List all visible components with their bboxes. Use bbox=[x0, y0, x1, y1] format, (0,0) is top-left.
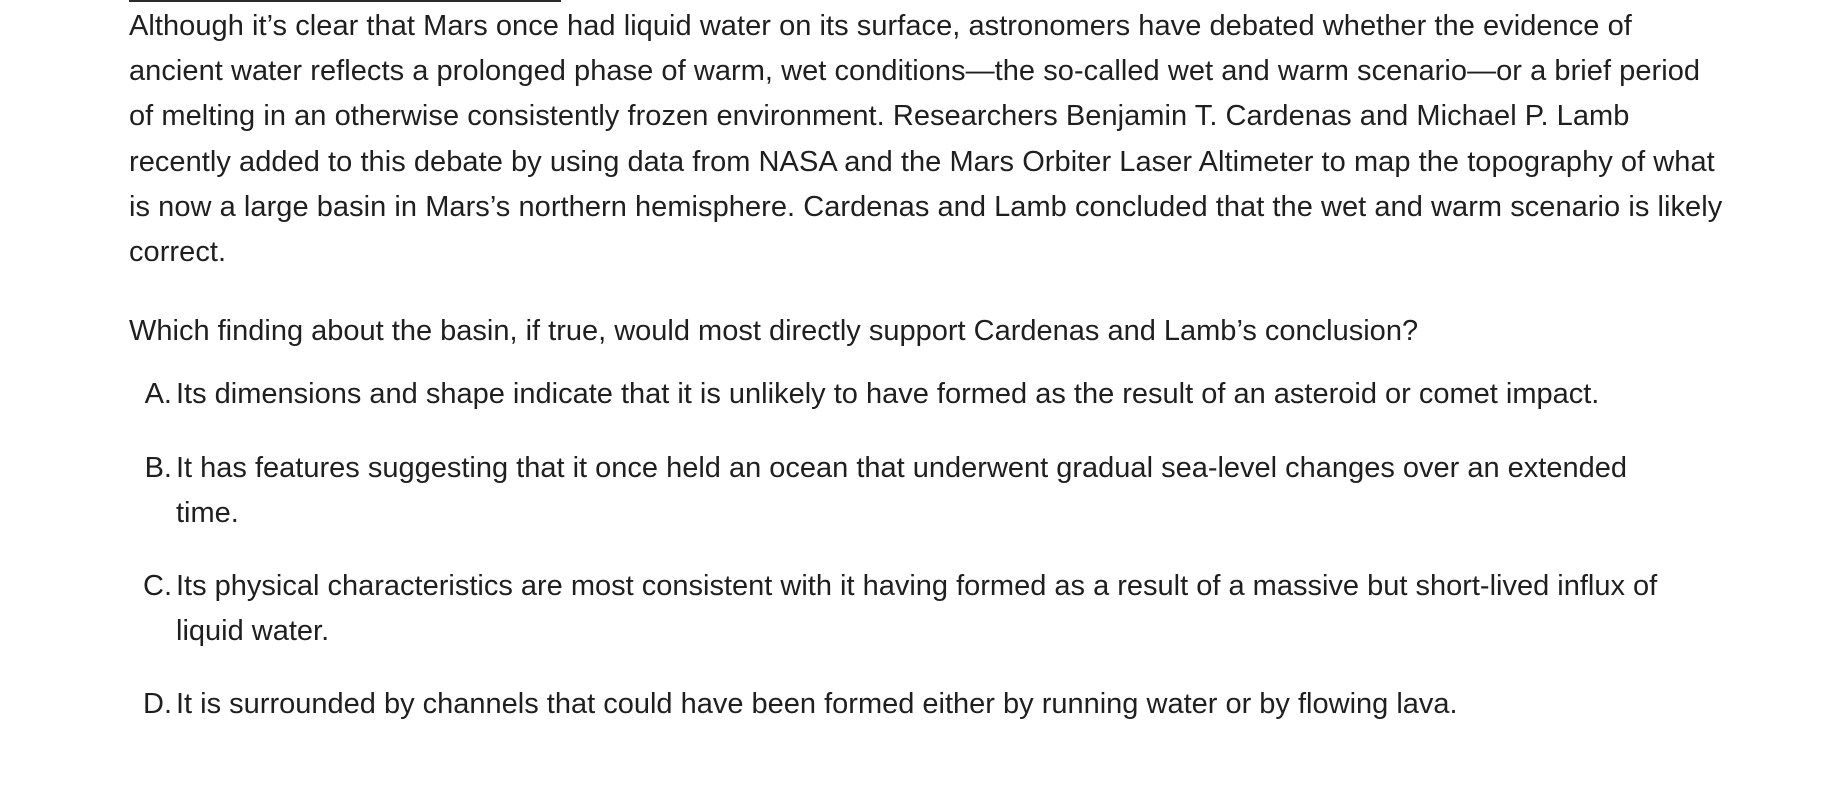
choice-letter: B. bbox=[144, 451, 172, 484]
choice-letter: A. bbox=[144, 378, 172, 411]
question-prompt: Which finding about the basin, if true, … bbox=[129, 315, 1419, 348]
choice-c[interactable]: C. Its physical characteristics are most… bbox=[129, 564, 1719, 654]
choice-text: Its dimensions and shape indicate that i… bbox=[176, 378, 1600, 411]
choice-b[interactable]: B. It has features suggesting that it on… bbox=[129, 446, 1719, 536]
passage-text: Although it’s clear that Mars once had l… bbox=[129, 10, 1723, 269]
choice-letter: D. bbox=[143, 688, 172, 721]
question-page: Although it’s clear that Mars once had l… bbox=[129, 0, 1729, 756]
choice-text: Its physical characteristics are most co… bbox=[176, 570, 1658, 648]
top-divider bbox=[129, 0, 561, 2]
choice-text: It is surrounded by channels that could … bbox=[176, 688, 1458, 721]
choice-letter: C. bbox=[143, 570, 172, 603]
choice-a[interactable]: A. Its dimensions and shape indicate tha… bbox=[129, 372, 1719, 417]
choice-text: It has features suggesting that it once … bbox=[176, 451, 1627, 529]
choice-d[interactable]: D. It is surrounded by channels that cou… bbox=[129, 682, 1719, 727]
answer-choices: A. Its dimensions and shape indicate tha… bbox=[129, 372, 1729, 727]
